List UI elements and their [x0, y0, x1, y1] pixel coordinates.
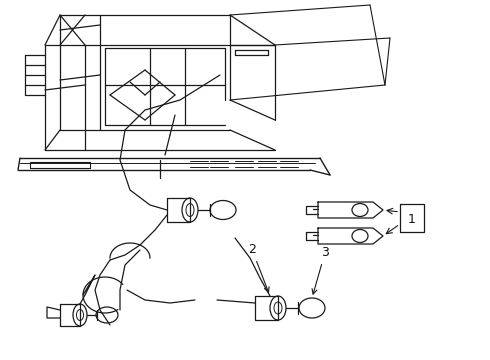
Text: 2: 2	[248, 243, 269, 292]
Text: 1: 1	[408, 212, 416, 225]
Text: 3: 3	[312, 246, 329, 294]
